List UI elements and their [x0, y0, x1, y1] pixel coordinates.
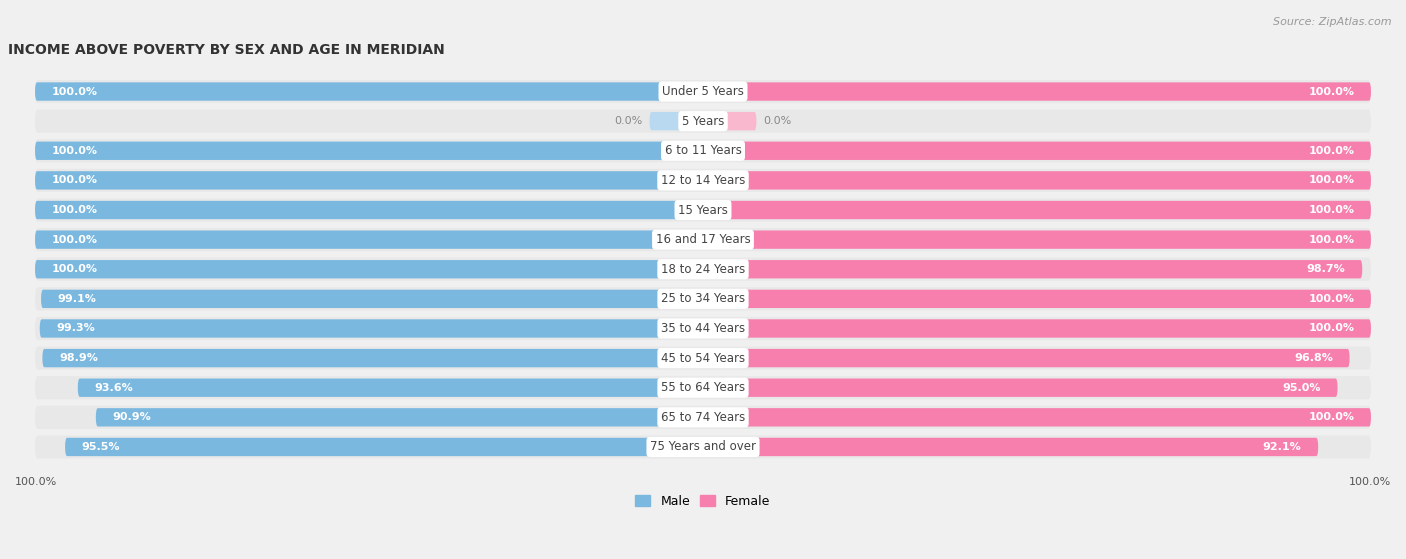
- FancyBboxPatch shape: [703, 82, 1371, 101]
- FancyBboxPatch shape: [35, 82, 703, 101]
- FancyBboxPatch shape: [703, 290, 1371, 308]
- Text: 100.0%: 100.0%: [1348, 477, 1391, 486]
- FancyBboxPatch shape: [65, 438, 703, 456]
- FancyBboxPatch shape: [96, 408, 703, 427]
- Text: 12 to 14 Years: 12 to 14 Years: [661, 174, 745, 187]
- Legend: Male, Female: Male, Female: [630, 490, 776, 513]
- FancyBboxPatch shape: [703, 230, 1371, 249]
- Text: 95.0%: 95.0%: [1282, 383, 1320, 393]
- Text: 100.0%: 100.0%: [1308, 235, 1354, 245]
- Text: 96.8%: 96.8%: [1294, 353, 1333, 363]
- Text: 15 Years: 15 Years: [678, 203, 728, 216]
- Text: 100.0%: 100.0%: [1308, 146, 1354, 156]
- FancyBboxPatch shape: [35, 198, 1371, 221]
- FancyBboxPatch shape: [650, 112, 703, 130]
- Text: 99.1%: 99.1%: [58, 294, 97, 304]
- FancyBboxPatch shape: [703, 378, 1337, 397]
- FancyBboxPatch shape: [703, 319, 1371, 338]
- FancyBboxPatch shape: [35, 347, 1371, 369]
- Text: 0.0%: 0.0%: [763, 116, 792, 126]
- FancyBboxPatch shape: [703, 141, 1371, 160]
- Text: 35 to 44 Years: 35 to 44 Years: [661, 322, 745, 335]
- FancyBboxPatch shape: [35, 201, 703, 219]
- FancyBboxPatch shape: [703, 438, 1319, 456]
- Text: 100.0%: 100.0%: [15, 477, 58, 486]
- Text: 100.0%: 100.0%: [52, 87, 98, 97]
- Text: 98.7%: 98.7%: [1306, 264, 1346, 274]
- FancyBboxPatch shape: [35, 110, 1371, 132]
- Text: 16 and 17 Years: 16 and 17 Years: [655, 233, 751, 246]
- Text: 100.0%: 100.0%: [52, 176, 98, 186]
- Text: 100.0%: 100.0%: [1308, 87, 1354, 97]
- FancyBboxPatch shape: [703, 112, 756, 130]
- Text: 25 to 34 Years: 25 to 34 Years: [661, 292, 745, 305]
- Text: 18 to 24 Years: 18 to 24 Years: [661, 263, 745, 276]
- FancyBboxPatch shape: [703, 408, 1371, 427]
- FancyBboxPatch shape: [35, 287, 1371, 310]
- FancyBboxPatch shape: [35, 230, 703, 249]
- Text: Under 5 Years: Under 5 Years: [662, 85, 744, 98]
- Text: 100.0%: 100.0%: [1308, 205, 1354, 215]
- FancyBboxPatch shape: [35, 258, 1371, 281]
- FancyBboxPatch shape: [35, 171, 703, 190]
- Text: 100.0%: 100.0%: [52, 235, 98, 245]
- Text: 100.0%: 100.0%: [1308, 294, 1354, 304]
- FancyBboxPatch shape: [35, 260, 703, 278]
- FancyBboxPatch shape: [42, 349, 703, 367]
- Text: 99.3%: 99.3%: [56, 324, 96, 334]
- Text: 98.9%: 98.9%: [59, 353, 98, 363]
- Text: 65 to 74 Years: 65 to 74 Years: [661, 411, 745, 424]
- FancyBboxPatch shape: [35, 376, 1371, 399]
- Text: 0.0%: 0.0%: [614, 116, 643, 126]
- Text: 45 to 54 Years: 45 to 54 Years: [661, 352, 745, 364]
- FancyBboxPatch shape: [77, 378, 703, 397]
- Text: 100.0%: 100.0%: [1308, 413, 1354, 423]
- FancyBboxPatch shape: [703, 201, 1371, 219]
- Text: Source: ZipAtlas.com: Source: ZipAtlas.com: [1274, 17, 1392, 27]
- FancyBboxPatch shape: [703, 349, 1350, 367]
- FancyBboxPatch shape: [35, 80, 1371, 103]
- FancyBboxPatch shape: [35, 228, 1371, 251]
- Text: 100.0%: 100.0%: [52, 205, 98, 215]
- Text: 93.6%: 93.6%: [94, 383, 134, 393]
- FancyBboxPatch shape: [39, 319, 703, 338]
- FancyBboxPatch shape: [41, 290, 703, 308]
- FancyBboxPatch shape: [35, 317, 1371, 340]
- Text: INCOME ABOVE POVERTY BY SEX AND AGE IN MERIDIAN: INCOME ABOVE POVERTY BY SEX AND AGE IN M…: [8, 43, 444, 57]
- FancyBboxPatch shape: [35, 169, 1371, 192]
- Text: 100.0%: 100.0%: [52, 264, 98, 274]
- Text: 5 Years: 5 Years: [682, 115, 724, 127]
- Text: 92.1%: 92.1%: [1263, 442, 1302, 452]
- Text: 100.0%: 100.0%: [52, 146, 98, 156]
- Text: 55 to 64 Years: 55 to 64 Years: [661, 381, 745, 394]
- Text: 90.9%: 90.9%: [112, 413, 152, 423]
- Text: 95.5%: 95.5%: [82, 442, 121, 452]
- FancyBboxPatch shape: [35, 406, 1371, 429]
- Text: 75 Years and over: 75 Years and over: [650, 440, 756, 453]
- Text: 6 to 11 Years: 6 to 11 Years: [665, 144, 741, 157]
- FancyBboxPatch shape: [703, 171, 1371, 190]
- FancyBboxPatch shape: [35, 139, 1371, 162]
- Text: 100.0%: 100.0%: [1308, 324, 1354, 334]
- FancyBboxPatch shape: [35, 435, 1371, 458]
- FancyBboxPatch shape: [703, 260, 1362, 278]
- Text: 100.0%: 100.0%: [1308, 176, 1354, 186]
- FancyBboxPatch shape: [35, 141, 703, 160]
